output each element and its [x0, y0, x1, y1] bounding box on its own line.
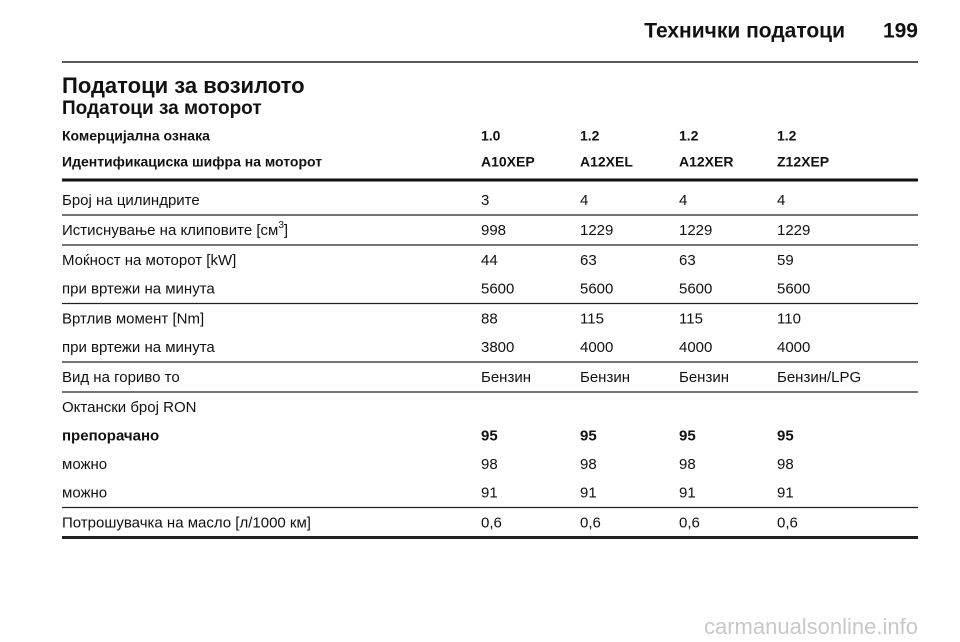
cell: 44	[481, 252, 498, 269]
cell: 91	[481, 484, 498, 501]
cell: 98	[777, 456, 794, 473]
cell: 3	[481, 192, 489, 209]
cell: 0,6	[679, 514, 700, 531]
cell: 1229	[580, 222, 613, 239]
watermark: carmanualsonline.info	[704, 614, 918, 639]
cell: 98	[679, 456, 696, 473]
row-label: можно	[62, 456, 107, 473]
cell: 95	[679, 427, 696, 444]
cell: 5600	[580, 280, 613, 297]
cell: 88	[481, 310, 498, 327]
cell: 4	[777, 192, 785, 209]
cell: 4000	[679, 339, 712, 356]
page-number: 199	[883, 20, 918, 43]
cell: 998	[481, 222, 506, 239]
cell: 5600	[777, 280, 810, 297]
cell: 5600	[481, 280, 514, 297]
cell: 0,6	[580, 514, 601, 531]
cell-part: ]	[284, 222, 288, 239]
cell: 95	[481, 427, 498, 444]
cell: 63	[679, 252, 696, 269]
row-label: можно	[62, 484, 107, 501]
row-label: Моќност на моторот [kW]	[62, 252, 236, 269]
header-cell: 1.2	[777, 128, 797, 144]
cell: 63	[580, 252, 597, 269]
row-label: Потрошувачка на масло [л/1000 км]	[62, 514, 311, 531]
row-label: при вртежи на минута	[62, 280, 215, 297]
row-label: Вртлив момент [Nm]	[62, 310, 204, 327]
cell: 59	[777, 252, 794, 269]
cell: 0,6	[777, 514, 798, 531]
cell: Бензин	[481, 369, 531, 386]
header-cell: Комерцијална ознака	[62, 128, 210, 144]
cell: Бензин	[580, 369, 630, 386]
cell: 110	[777, 310, 801, 327]
cell: 0,6	[481, 514, 502, 531]
header-cell: A12XER	[679, 154, 733, 170]
cell: 115	[580, 310, 604, 327]
subtitle: Податоци за моторот	[62, 98, 262, 119]
cell: 91	[679, 484, 696, 501]
header-cell: 1.2	[580, 128, 600, 144]
header-cell: 1.0	[481, 128, 501, 144]
cell: Бензин/LPG	[777, 369, 861, 386]
header-cell: Идентификациска шифра на моторот	[62, 154, 322, 170]
running-header: Технички податоци	[644, 20, 845, 43]
cell: 98	[580, 456, 597, 473]
cell: 4000	[777, 339, 810, 356]
header-cell: Z12XEP	[777, 154, 829, 170]
cell: 115	[679, 310, 703, 327]
row-label: Вид на гориво то	[62, 369, 180, 386]
row-label: при вртежи на минута	[62, 339, 215, 356]
header-cell: A12XEL	[580, 154, 633, 170]
header-cell: 1.2	[679, 128, 699, 144]
cell: 1229	[679, 222, 712, 239]
superscript: 3	[278, 220, 284, 231]
cell: Бензин	[679, 369, 729, 386]
cell: Истиснување на клиповите [см3]	[62, 220, 288, 239]
cell: 1229	[777, 222, 810, 239]
title: Податоци за возилото	[62, 73, 305, 98]
cell: 98	[481, 456, 498, 473]
cell-part: Истиснување на клиповите [см	[62, 222, 278, 239]
cell: 91	[580, 484, 597, 501]
cell: 3800	[481, 339, 514, 356]
row-label: Број на цилиндрите	[62, 192, 200, 209]
cell: 95	[580, 427, 597, 444]
cell: 5600	[679, 280, 712, 297]
row-label: препорачано	[62, 427, 159, 444]
cell: 4	[580, 192, 588, 209]
header-cell: A10XEP	[481, 154, 535, 170]
cell: 4	[679, 192, 687, 209]
row-label: Октански број RON	[62, 399, 196, 416]
cell: 95	[777, 427, 794, 444]
cell: 91	[777, 484, 794, 501]
cell: 4000	[580, 339, 613, 356]
